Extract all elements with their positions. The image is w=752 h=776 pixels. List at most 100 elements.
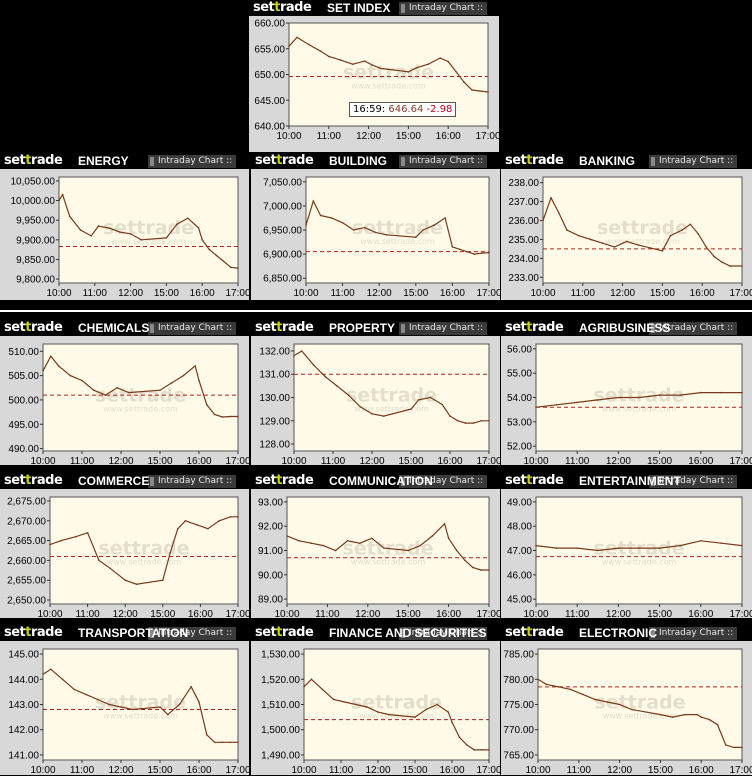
y-tick-label: 9,800.00	[16, 275, 55, 286]
data-point	[334, 549, 337, 552]
data-point	[341, 222, 344, 224]
y-tick-label: 2,670.00	[7, 516, 46, 527]
data-point	[343, 701, 346, 703]
data-point	[377, 711, 379, 713]
data-point	[222, 260, 225, 263]
x-tick-label: 12:00	[108, 456, 133, 465]
intraday-chart-link[interactable]: Intraday Chart ::	[649, 475, 738, 488]
chart-panel-building: settrade Intraday Chart :: BUILDING settrad…	[251, 153, 500, 300]
x-tick-label: 15:00	[403, 288, 428, 299]
x-tick-label: 16:00	[439, 765, 464, 775]
data-point	[488, 749, 490, 751]
y-tick-label: 765.00	[503, 750, 534, 761]
data-point	[347, 394, 350, 396]
intraday-chart-link[interactable]: Intraday Chart ::	[649, 322, 738, 335]
settrade-logo: settrade	[253, 0, 312, 15]
y-tick-label: 90.00	[258, 570, 283, 581]
chart-panel-communication: settrade Intraday Chart :: COMMUNICATION se…	[251, 473, 500, 618]
data-point	[296, 36, 298, 39]
data-point	[86, 531, 89, 534]
data-point	[79, 229, 82, 231]
data-point	[208, 248, 211, 251]
chart-header: settrade Intraday Chart :: COMMUNICATION	[251, 473, 500, 489]
data-point	[176, 223, 178, 225]
data-point	[96, 698, 99, 701]
intraday-chart-link[interactable]: Intraday Chart ::	[649, 155, 738, 168]
x-tick-label: 12:00	[606, 609, 631, 618]
data-point	[555, 547, 558, 549]
data-point	[631, 708, 633, 711]
chart-header: settrade Intraday Chart :: ENTERTAINMENT	[501, 473, 752, 489]
x-tick-label: 12:00	[356, 131, 381, 142]
chart-title: COMMERCE	[78, 474, 150, 488]
intraday-chart-link[interactable]: Intraday Chart ::	[399, 2, 488, 15]
x-tick-label: 16:00	[440, 288, 465, 299]
y-tick-label: 144.00	[8, 675, 39, 686]
x-tick-label: 10:00	[523, 456, 548, 465]
data-point	[601, 242, 604, 244]
intraday-chart-link[interactable]: Intraday Chart ::	[148, 155, 237, 168]
x-tick-label: 15:00	[647, 609, 672, 618]
intraday-chart-link[interactable]: Intraday Chart ::	[399, 322, 488, 335]
data-point	[81, 379, 83, 382]
data-point	[720, 542, 723, 544]
data-point	[566, 229, 568, 231]
watermark-text: settrade	[95, 692, 186, 714]
intraday-chart-link[interactable]: Intraday Chart ::	[649, 627, 738, 640]
x-tick-label: 17:00	[729, 765, 752, 775]
data-point	[597, 549, 599, 552]
chart-panel-agribusiness: settrade Intraday Chart :: AGRIBUSINESS set…	[501, 320, 752, 465]
intraday-chart-link[interactable]: Intraday Chart ::	[148, 322, 237, 335]
data-point	[472, 566, 474, 569]
data-point	[473, 253, 476, 255]
y-tick-label: 7,050.00	[263, 177, 302, 188]
x-tick-label: 15:00	[150, 609, 175, 618]
y-tick-label: 9,900.00	[16, 235, 55, 246]
data-point	[197, 227, 200, 229]
y-tick-label: 89.00	[258, 595, 283, 606]
data-point	[545, 683, 547, 686]
intraday-chart-link[interactable]: Intraday Chart ::	[399, 475, 488, 488]
data-point	[359, 406, 362, 408]
intraday-chart-link[interactable]: Intraday Chart ::	[148, 475, 237, 488]
data-point	[480, 252, 483, 254]
x-tick-label: 12:00	[367, 288, 392, 299]
chart-panel-set-index: settrade Intraday Chart :: SET INDEX settra…	[249, 0, 499, 152]
data-point	[108, 227, 110, 229]
data-point	[346, 540, 349, 542]
intraday-chart-link[interactable]: Intraday Chart ::	[399, 627, 488, 640]
plot-area	[542, 176, 743, 284]
y-tick-label: 2,660.00	[7, 556, 46, 567]
y-tick-label: 145.00	[8, 650, 39, 661]
y-tick-label: 505.00	[8, 371, 39, 382]
x-tick-label: 11:00	[565, 456, 590, 465]
watermark-url: www.settrade.com	[111, 237, 186, 246]
data-point	[195, 523, 198, 526]
data-point	[661, 250, 664, 252]
data-point	[182, 374, 185, 377]
data-point	[425, 708, 427, 711]
data-point	[447, 711, 450, 713]
chart-header: settrade Intraday Chart :: CHEMICALS	[0, 320, 249, 336]
y-tick-label: 236.00	[508, 216, 539, 227]
x-tick-label: 17:00	[225, 456, 249, 465]
data-point	[178, 703, 181, 706]
chart-svg: settradewww.settrade.com7,050.007,000.00…	[263, 176, 500, 299]
data-point	[671, 716, 674, 718]
data-point	[443, 523, 446, 525]
data-point	[358, 542, 361, 544]
data-point	[617, 396, 620, 399]
watermark-url: www.settrade.com	[354, 405, 429, 414]
data-point	[58, 199, 60, 202]
data-point	[162, 579, 164, 581]
settrade-logo: settrade	[4, 473, 63, 488]
plot-area	[305, 176, 490, 284]
intraday-chart-link[interactable]: Intraday Chart ::	[399, 155, 488, 168]
data-point	[288, 45, 290, 47]
data-point	[177, 527, 179, 530]
intraday-chart-link[interactable]: Intraday Chart ::	[148, 627, 237, 640]
y-tick-label: 660.00	[254, 19, 285, 30]
data-point	[73, 688, 75, 691]
